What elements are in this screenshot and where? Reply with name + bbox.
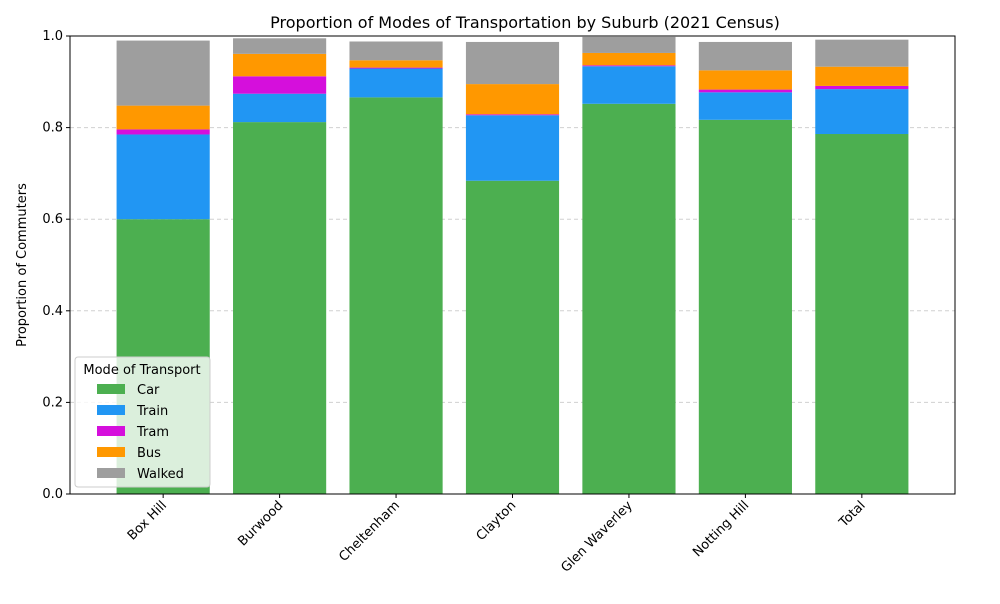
legend-swatch-car (97, 384, 125, 394)
bar-cheltenham-bus (349, 60, 443, 68)
legend-label-car: Car (137, 383, 160, 398)
legend: Mode of Transport Car Train Tram Bus Walked (74, 356, 211, 488)
bar-glen-waverley-train (582, 66, 676, 104)
y-axis-label: Proportion of Commuters (15, 183, 30, 347)
bar-clayton-car (465, 180, 560, 494)
bar-clayton-tram (465, 114, 560, 116)
y-tick-label: 0.6 (42, 212, 63, 227)
legend-label-train: Train (136, 404, 168, 419)
y-tick-label: 0.8 (42, 121, 63, 136)
x-tick-label: Cheltenham (336, 498, 403, 565)
bar-glen-waverley-walked (582, 36, 676, 53)
legend-title: Mode of Transport (83, 363, 200, 378)
bar-burwood-tram (233, 76, 327, 94)
bar-burwood-train (233, 93, 327, 123)
x-tick-label: Notting Hill (690, 498, 752, 560)
bar-glen-waverley-bus (582, 52, 676, 66)
bar-burwood-walked (233, 38, 327, 54)
y-axis-ticks: 0.0 0.2 0.4 0.6 0.8 1.0 (42, 29, 70, 502)
x-tick-label: Burwood (235, 498, 286, 549)
bar-cheltenham-car (349, 97, 443, 494)
bar-box-hill-bus (116, 105, 210, 130)
legend-swatch-bus (97, 447, 125, 457)
x-axis-ticks: Box Hill Burwood Cheltenham Clayton Glen Wav… (125, 494, 869, 576)
bar-notting-hill-walked (698, 41, 792, 71)
bar-notting-hill-tram (698, 89, 792, 93)
bar-cheltenham-tram (349, 67, 443, 69)
y-tick-label: 0.4 (42, 304, 63, 319)
bar-clayton-walked (465, 41, 560, 85)
bar-notting-hill-train (698, 92, 792, 120)
bar-total-tram (815, 85, 909, 90)
bar-box-hill-walked (116, 40, 210, 106)
bars (116, 36, 909, 495)
y-tick-label: 0.2 (42, 395, 63, 410)
legend-label-bus: Bus (137, 446, 161, 461)
bar-glen-waverley-car (582, 103, 676, 494)
x-tick-label: Box Hill (125, 498, 170, 543)
legend-swatch-walked (97, 468, 125, 478)
x-tick-label: Clayton (474, 498, 520, 544)
bar-clayton-train (465, 115, 560, 181)
legend-swatch-train (97, 405, 125, 415)
bar-notting-hill-bus (698, 70, 792, 90)
x-tick-label: Total (836, 498, 869, 531)
bar-burwood-bus (233, 53, 327, 77)
bar-cheltenham-train (349, 68, 443, 98)
bar-clayton-bus (465, 84, 560, 115)
legend-label-walked: Walked (137, 467, 184, 482)
y-tick-label: 1.0 (42, 29, 63, 44)
x-tick-label: Glen Waverley (558, 498, 636, 576)
y-tick-label: 0.0 (42, 487, 63, 502)
bar-total-bus (815, 66, 909, 86)
chart-title: Proportion of Modes of Transportation by… (270, 13, 780, 32)
bar-total-train (815, 89, 909, 135)
legend-swatch-tram (97, 426, 125, 436)
bar-notting-hill-car (698, 119, 792, 495)
bar-burwood-car (233, 122, 327, 494)
bar-glen-waverley-tram (582, 65, 676, 67)
bar-total-car (815, 134, 909, 494)
bar-box-hill-train (116, 134, 210, 220)
bar-cheltenham-walked (349, 41, 443, 61)
legend-label-tram: Tram (136, 425, 169, 440)
bar-box-hill-tram (116, 129, 210, 135)
bar-total-walked (815, 39, 909, 67)
